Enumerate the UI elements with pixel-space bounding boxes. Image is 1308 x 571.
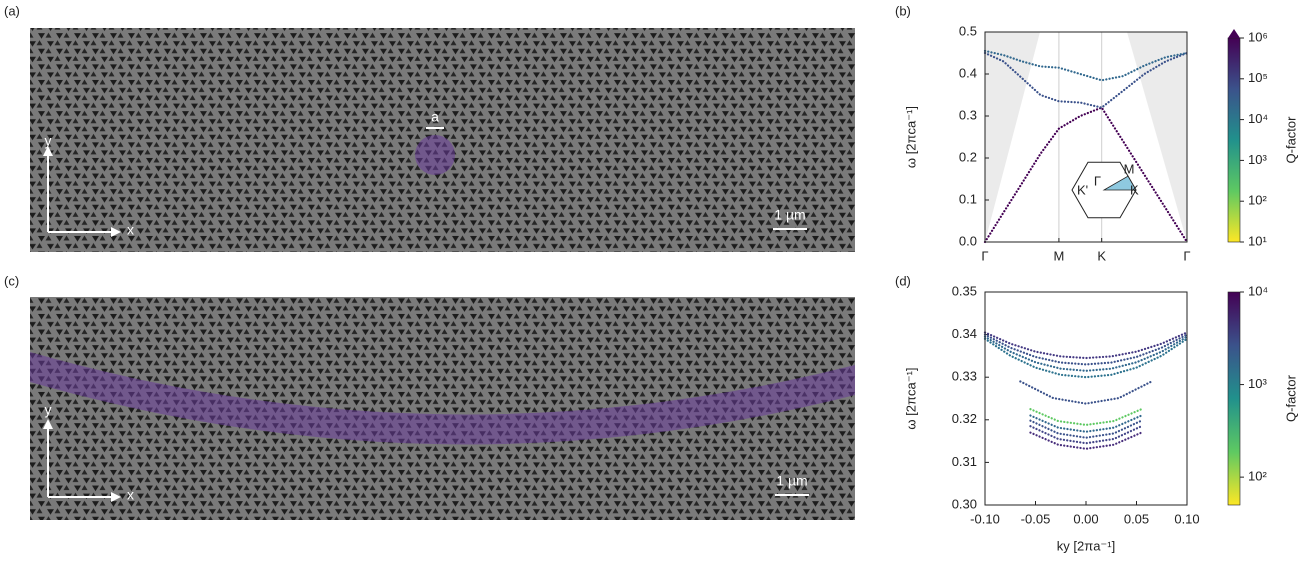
axis-y: y [45,402,52,418]
lattice-label: a [431,109,439,125]
x-tick-label: 0.10 [1174,511,1199,526]
x-tick-label: 0.05 [1124,511,1149,526]
y-tick-label: 0.31 [952,454,977,469]
colorbar-tick-label: 10⁵ [1248,70,1268,85]
axis-x: x [127,222,134,238]
brillouin-zone-inset: Γ MK K' [1072,162,1139,218]
x-tick-label: Γ [981,248,988,263]
panel-label: (d) [895,273,911,288]
axis-y: y [45,133,52,149]
figure: (a) (b) (c) (d) a y x 1 µm y x 1 µm ΓMKΓ… [0,0,1308,566]
x-tick-label: -0.10 [970,511,1000,526]
sem-image-a: a y x 1 µm [30,28,855,252]
colorbar-tick-label: 10⁶ [1248,29,1268,44]
band [1020,381,1151,403]
colorbar-label: Q-factor [1283,116,1298,164]
y-axis-label: ω [2πca⁻¹] [903,106,918,168]
colorbar-tick-label: 10¹ [1248,233,1267,248]
x-axis-label: ky [2πa⁻¹] [1057,538,1115,553]
y-tick-label: 0.35 [952,283,977,298]
y-tick-label: 0.30 [952,496,977,511]
inset-label: K [1130,182,1139,197]
y-tick-label: 0.33 [952,369,977,384]
colorbar [1228,38,1240,242]
y-tick-label: 0.5 [959,23,977,38]
y-tick-label: 0.1 [959,191,977,206]
inset-label: M [1124,162,1135,177]
page: (a) (b) (c) (d) a y x 1 µm y x 1 µm ΓMKΓ… [0,0,1308,571]
colorbar [1228,292,1240,505]
y-tick-label: 0.4 [959,65,977,80]
x-tick-label: 0.00 [1073,511,1098,526]
inset-label: Γ [1094,173,1101,188]
plot-frame [985,292,1187,505]
x-tick-label: Γ [1183,248,1190,263]
y-tick-label: 0.2 [959,149,977,164]
light-cone [1127,32,1187,242]
y-tick-label: 0.32 [952,411,977,426]
colorbar-extend [1228,29,1240,38]
y-axis-label: ω [2πca⁻¹] [903,367,918,429]
y-tick-label: 0.3 [959,107,977,122]
sem-image-c: y x 1 µm [30,297,855,520]
y-tick-label: 0.0 [959,233,977,248]
scale-bar: 1 µm [774,207,805,223]
colorbar-tick-label: 10³ [1248,152,1267,167]
panel-label: (a) [4,3,20,18]
x-tick-label: M [1053,248,1064,263]
inset-label: K' [1077,182,1088,197]
colorbar-tick-label: 10⁴ [1248,111,1268,126]
panel-label: (c) [4,273,19,288]
colorbar-tick-label: 10² [1248,469,1267,484]
colorbar-tick-label: 10³ [1248,376,1267,391]
axis-x: x [127,487,134,503]
y-tick-label: 0.34 [952,326,977,341]
colorbar-tick-label: 10² [1248,193,1267,208]
light-cone [985,32,1040,242]
band [985,335,1187,365]
x-tick-label: -0.05 [1021,511,1051,526]
x-tick-label: K [1097,248,1106,263]
panel-label: (b) [895,3,911,18]
band [1030,433,1141,449]
scale-bar: 1 µm [776,473,807,489]
band [985,337,1187,371]
colorbar-tick-label: 10⁴ [1248,283,1268,298]
colorbar-label: Q-factor [1283,374,1298,422]
